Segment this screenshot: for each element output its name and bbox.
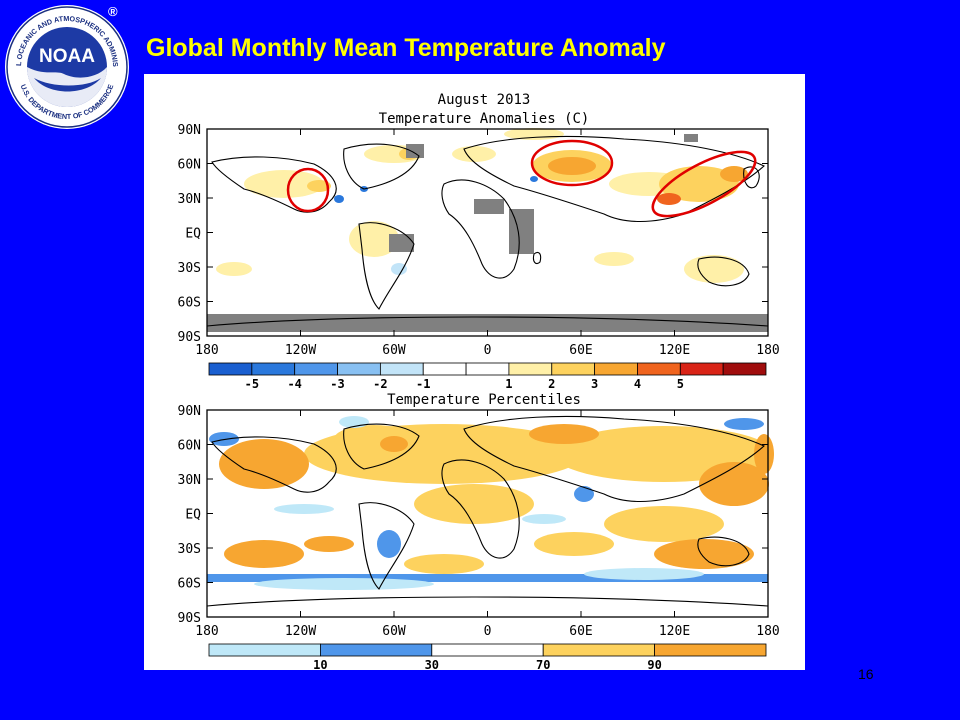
top_map-colorbar-label: 3 xyxy=(591,377,598,391)
bottom_map-lat-label: 30N xyxy=(178,473,201,488)
bottom-map-coastlines xyxy=(206,415,769,607)
maps-figure: August 2013 Temperature Anomalies (C) xyxy=(178,92,780,670)
bottom-map-axis-ticks xyxy=(206,409,769,618)
top-map-subtitle: Temperature Anomalies (C) xyxy=(379,111,590,127)
top_map-colorbar-label: -3 xyxy=(330,377,344,391)
top_map-colorbar-swatch xyxy=(251,362,296,376)
top-map-anomaly-fill xyxy=(207,128,768,332)
bottom_map-lon-label: 60E xyxy=(569,624,592,639)
top-map-highlight-circles xyxy=(286,139,757,218)
top_map-lat-label: 90S xyxy=(178,330,201,345)
highlight-circle-north-america xyxy=(286,167,330,213)
top_map-colorbar-swatch xyxy=(294,362,338,376)
bottom_map-lon-label: 180 xyxy=(756,624,779,639)
top_map-colorbar-swatch xyxy=(422,362,467,376)
bottom_map-colorbar-swatch xyxy=(431,643,544,657)
bottom_map-lon-label: 180 xyxy=(195,624,218,639)
bottom_map-lon-label: 120E xyxy=(659,624,690,639)
bottom_map-colorbar-label: 30 xyxy=(425,658,439,670)
top_map-lat-label: 30S xyxy=(178,261,201,276)
top_map-lon-label: 60E xyxy=(569,343,592,358)
top-map-axis-ticks xyxy=(206,128,769,337)
highlight-circle-russia xyxy=(530,139,614,187)
top_map-colorbar-label: -1 xyxy=(416,377,430,391)
bottom_map-lat-label: EQ xyxy=(185,508,201,523)
top_map-lon-label: 180 xyxy=(756,343,779,358)
top_map-colorbar-swatch xyxy=(379,362,424,376)
top_map-colorbar-label: 1 xyxy=(505,377,512,391)
top_map-colorbar-swatch xyxy=(637,362,681,376)
bottom-map-percentile-fill xyxy=(207,416,774,590)
bottom_map-colorbar-label: 90 xyxy=(647,658,661,670)
top_map-colorbar-swatch xyxy=(337,362,381,376)
top_map-colorbar-label: -5 xyxy=(245,377,259,391)
top_map-colorbar-label: 5 xyxy=(677,377,684,391)
bottom_map-lon-label: 0 xyxy=(484,624,492,639)
top_map-lon-label: 120W xyxy=(285,343,316,358)
top_map-lon-label: 60W xyxy=(382,343,406,358)
top_map-lat-label: 60N xyxy=(178,158,201,173)
highlight-circle-east-asia xyxy=(651,150,757,218)
top-map-colorbar: -5 -4 -3 -2 -1 1 2 3 4 5 xyxy=(208,362,767,391)
logo-word: NOAA xyxy=(39,46,95,67)
bottom_map-lat-label: 90N xyxy=(178,404,201,419)
top_map-lat-label: EQ xyxy=(185,227,201,242)
page-number: 16 xyxy=(858,666,874,682)
bottom_map-colorbar-swatch xyxy=(208,643,321,657)
bottom_map-lat-label: 90S xyxy=(178,611,201,626)
bottom_map-colorbar-label: 70 xyxy=(536,658,550,670)
top-map-title: August 2013 xyxy=(438,92,531,108)
figure-panel: August 2013 Temperature Anomalies (C) xyxy=(144,74,805,670)
bottom_map-lon-label: 120W xyxy=(285,624,316,639)
top-map-coastlines xyxy=(206,135,769,327)
bottom_map-colorbar-swatch xyxy=(542,643,656,657)
top-map: August 2013 Temperature Anomalies (C) xyxy=(178,92,780,391)
top_map-colorbar-swatch xyxy=(594,362,638,376)
bottom_map-colorbar-label: 10 xyxy=(313,658,327,670)
bottom-map: Temperature Percentiles xyxy=(178,392,780,670)
slide-title: Global Monthly Mean Temperature Anomaly xyxy=(146,34,666,62)
bottom-map-title: Temperature Percentiles xyxy=(387,392,581,408)
top_map-colorbar-label: -2 xyxy=(373,377,387,391)
bottom-map-colorbar: 10 30 70 90 xyxy=(208,643,767,670)
top_map-colorbar-swatch xyxy=(722,362,767,376)
top_map-lat-label: 30N xyxy=(178,192,201,207)
top_map-lat-label: 90N xyxy=(178,123,201,138)
top_map-colorbar-label: 2 xyxy=(548,377,555,391)
top_map-lon-label: 180 xyxy=(195,343,218,358)
bottom_map-lat-label: 60S xyxy=(178,577,201,592)
top_map-colorbar-swatch xyxy=(508,362,553,376)
top_map-colorbar-swatch xyxy=(551,362,596,376)
top_map-lat-label: 60S xyxy=(178,296,201,311)
top_map-colorbar-swatch xyxy=(208,362,253,376)
top_map-colorbar-label: -4 xyxy=(287,377,301,391)
registered-mark: ® xyxy=(108,4,118,19)
bottom_map-colorbar-swatch xyxy=(654,643,767,657)
top_map-colorbar-swatch xyxy=(465,362,510,376)
noaa-logo: NATIONAL OCEANIC AND ATMOSPHERIC ADMINIS… xyxy=(1,0,130,130)
bottom_map-lat-label: 30S xyxy=(178,542,201,557)
bottom_map-lat-label: 60N xyxy=(178,439,201,454)
top_map-colorbar-label: 4 xyxy=(634,377,641,391)
bottom_map-lon-label: 60W xyxy=(382,624,406,639)
top_map-lon-label: 120E xyxy=(659,343,690,358)
top_map-colorbar-swatch xyxy=(679,362,724,376)
bottom_map-colorbar-swatch xyxy=(319,643,433,657)
top_map-lon-label: 0 xyxy=(484,343,492,358)
